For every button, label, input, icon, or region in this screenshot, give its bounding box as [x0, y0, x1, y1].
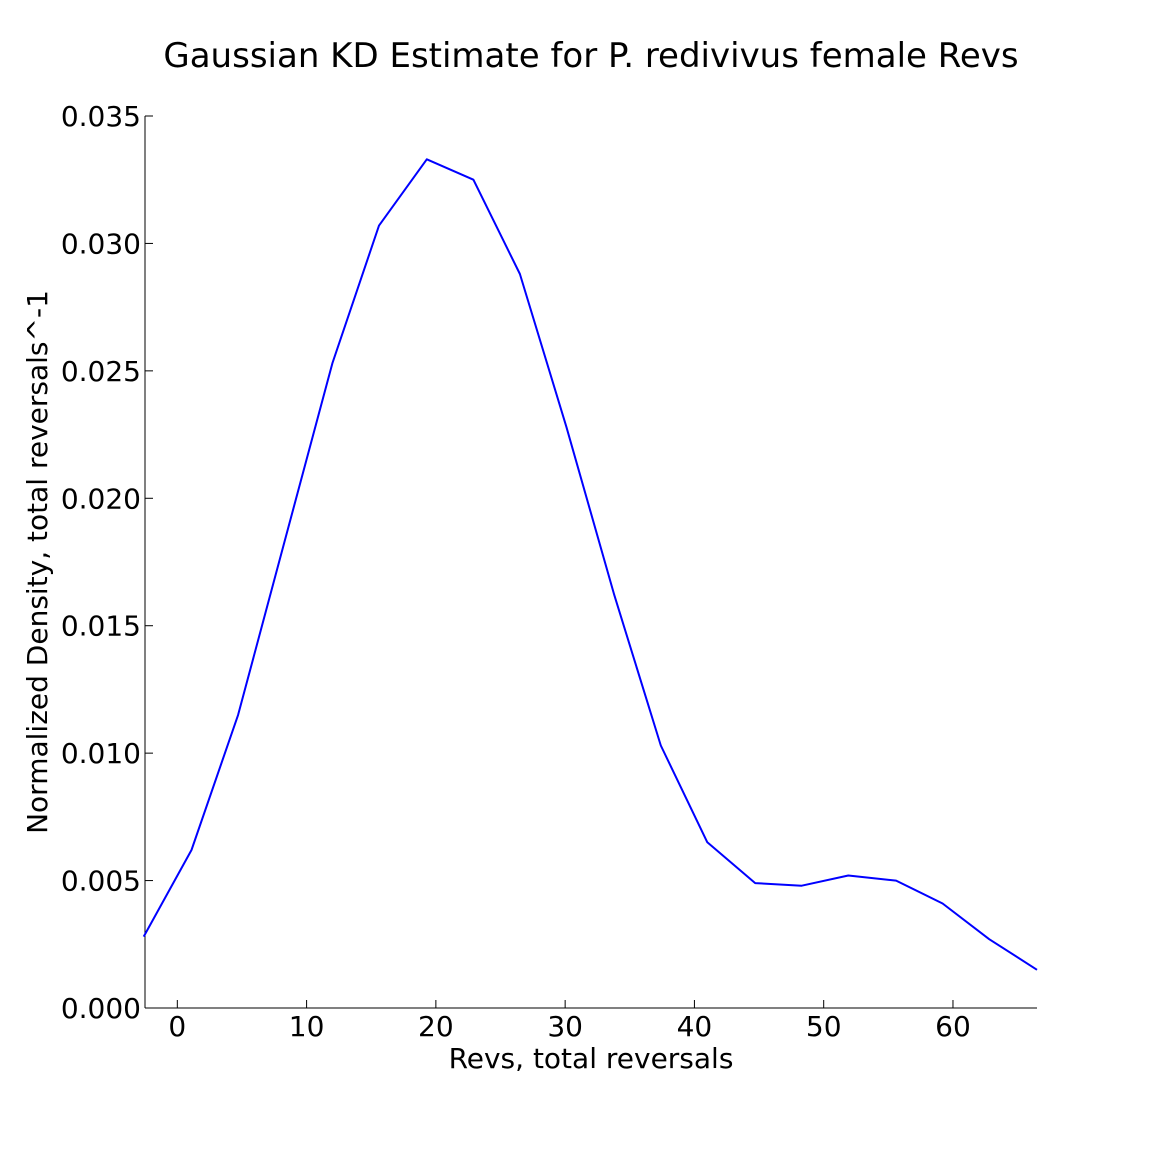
- y-tick-label: 0.035: [61, 100, 141, 133]
- y-tick-label: 0.010: [61, 737, 141, 770]
- y-tick-label: 0.005: [61, 865, 141, 898]
- series-group: [142, 158, 1038, 971]
- x-tick-label: 0: [168, 1010, 186, 1043]
- y-tick-label: 0.030: [61, 227, 141, 260]
- x-ticks: 0 10 20 30 40 50 60: [168, 1000, 971, 1043]
- kde-line: [142, 158, 1038, 971]
- x-axis-label: Revs, total reversals: [449, 1042, 734, 1075]
- x-tick-label: 40: [677, 1010, 713, 1043]
- y-tick-label: 0.015: [61, 610, 141, 643]
- y-axis-label: Normalized Density, total reversals^-1: [21, 290, 54, 834]
- chart-title: Gaussian KD Estimate for P. redivivus fe…: [163, 36, 1018, 76]
- y-tick-label: 0.020: [61, 482, 141, 515]
- x-tick-label: 60: [935, 1010, 971, 1043]
- y-tick-label: 0.025: [61, 355, 141, 388]
- x-tick-label: 30: [547, 1010, 583, 1043]
- y-ticks: 0.000 0.005 0.010 0.015 0.020 0.025 0.030 0.035: [61, 100, 153, 1025]
- plot-area: 0 10 20 30 40 50 60 0.0000.0050.0100.0150.0200…: [61, 100, 1038, 1043]
- x-tick-label: 20: [418, 1010, 454, 1043]
- x-tick-label: 10: [289, 1010, 325, 1043]
- y-tick-label: 0.000: [61, 992, 141, 1025]
- x-tick-label: 50: [806, 1010, 842, 1043]
